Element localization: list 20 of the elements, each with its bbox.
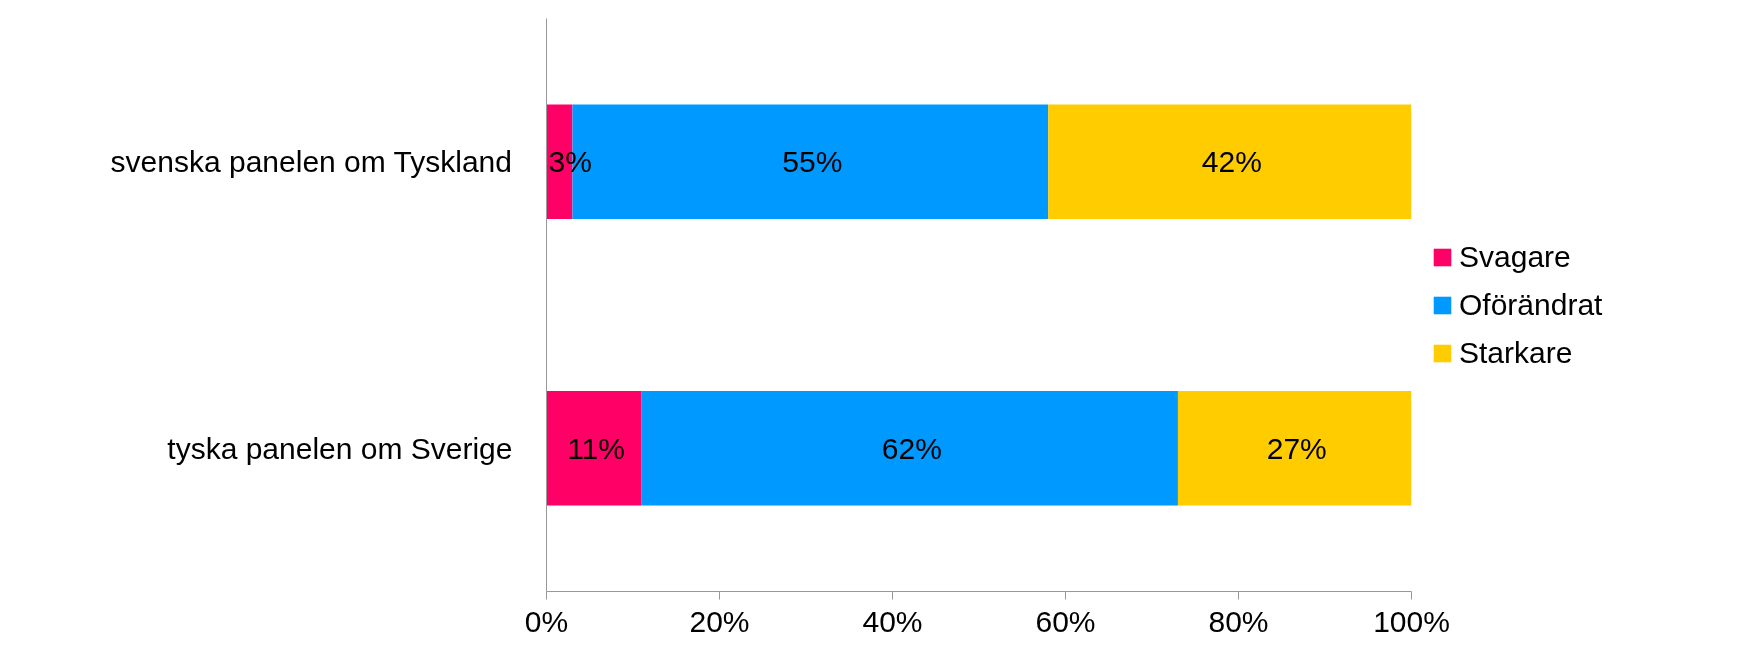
x-tick-label: 40% (862, 604, 923, 638)
x-tick-label: 60% (1035, 604, 1096, 638)
bar (641, 390, 1178, 506)
data-label: 42% (1201, 145, 1262, 179)
legend-label: Svagare (1459, 239, 1571, 274)
x-tick-label: 0% (524, 604, 569, 638)
y-tick-label: tyska panelen om Sverige (167, 431, 513, 465)
bar (1048, 104, 1412, 220)
y-tick-label: svenska panelen om Tyskland (110, 145, 512, 179)
data-label: 55% (782, 145, 843, 179)
data-label: 27% (1266, 431, 1327, 465)
x-tick-label: 100% (1373, 604, 1450, 638)
legend-label: Oförändrat (1459, 287, 1603, 322)
bar (1177, 390, 1412, 506)
bar (546, 390, 642, 506)
x-tick-label: 20% (689, 604, 750, 638)
data-label: 11% (567, 431, 625, 465)
data-label: 62% (881, 431, 942, 465)
legend-label: Starkare (1459, 335, 1573, 370)
x-tick-label: 80% (1208, 604, 1269, 638)
